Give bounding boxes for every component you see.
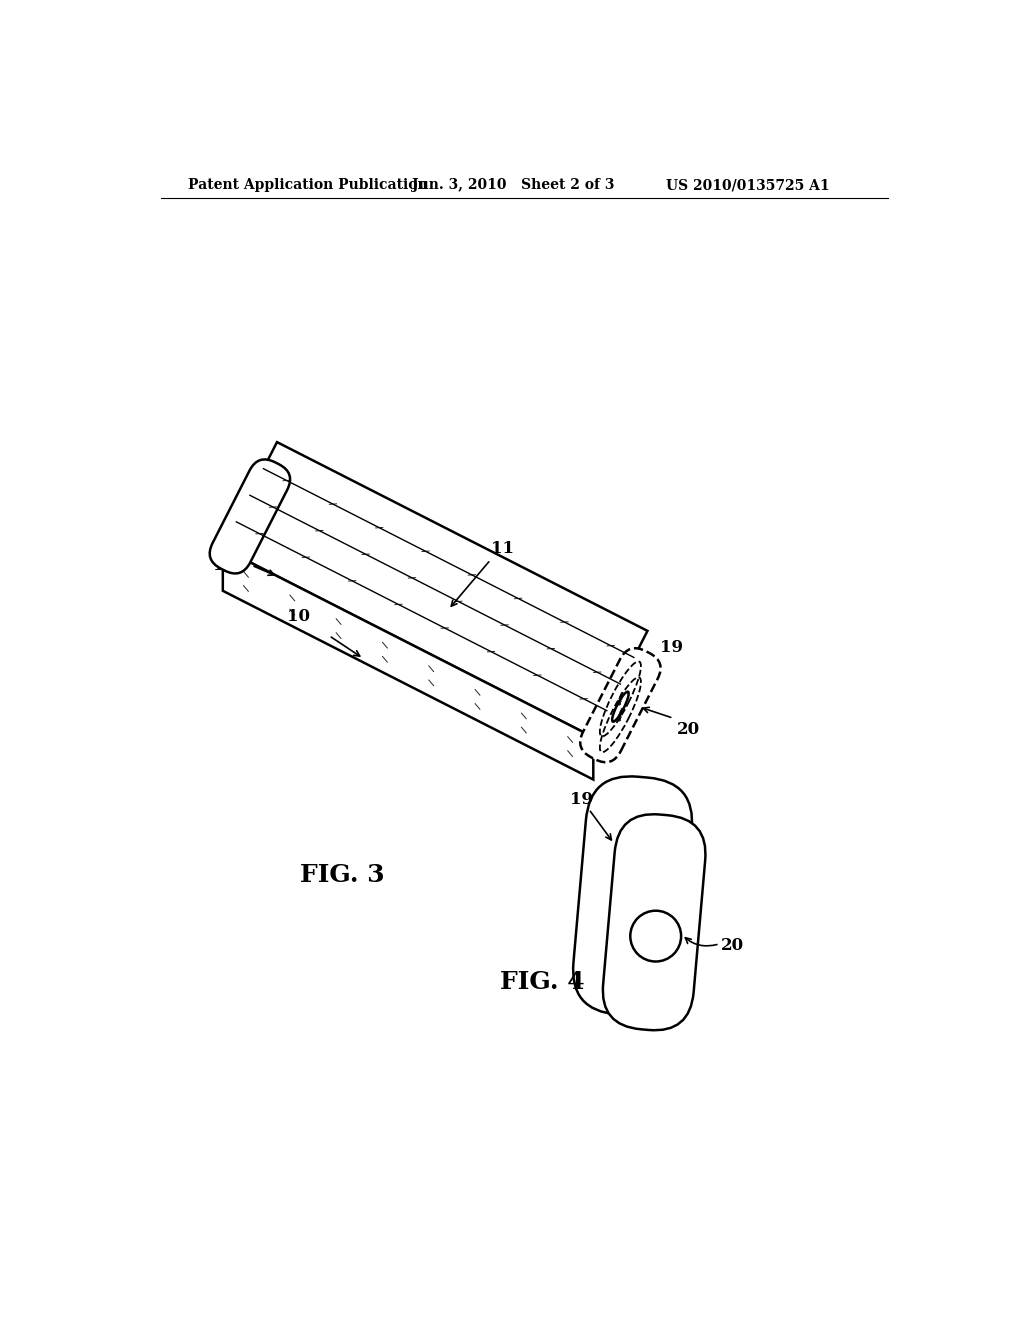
Text: US 2010/0135725 A1: US 2010/0135725 A1 [666, 178, 829, 193]
Text: Jun. 3, 2010   Sheet 2 of 3: Jun. 3, 2010 Sheet 2 of 3 [412, 178, 614, 193]
Text: Patent Application Publication: Patent Application Publication [188, 178, 428, 193]
FancyBboxPatch shape [210, 459, 290, 573]
Text: 19: 19 [569, 791, 593, 808]
FancyBboxPatch shape [573, 776, 692, 1016]
Text: 10: 10 [287, 607, 309, 624]
FancyBboxPatch shape [581, 648, 660, 762]
Text: FIG. 3: FIG. 3 [300, 862, 385, 887]
Text: 20: 20 [677, 721, 700, 738]
Text: 11: 11 [490, 540, 514, 557]
Polygon shape [223, 548, 593, 780]
Ellipse shape [612, 692, 629, 722]
Text: 14: 14 [213, 557, 236, 574]
Text: 19: 19 [659, 639, 683, 656]
Text: FIG. 4: FIG. 4 [500, 970, 585, 994]
FancyBboxPatch shape [603, 814, 706, 1030]
Polygon shape [223, 442, 647, 737]
Text: 20: 20 [721, 937, 744, 954]
Circle shape [631, 911, 681, 961]
